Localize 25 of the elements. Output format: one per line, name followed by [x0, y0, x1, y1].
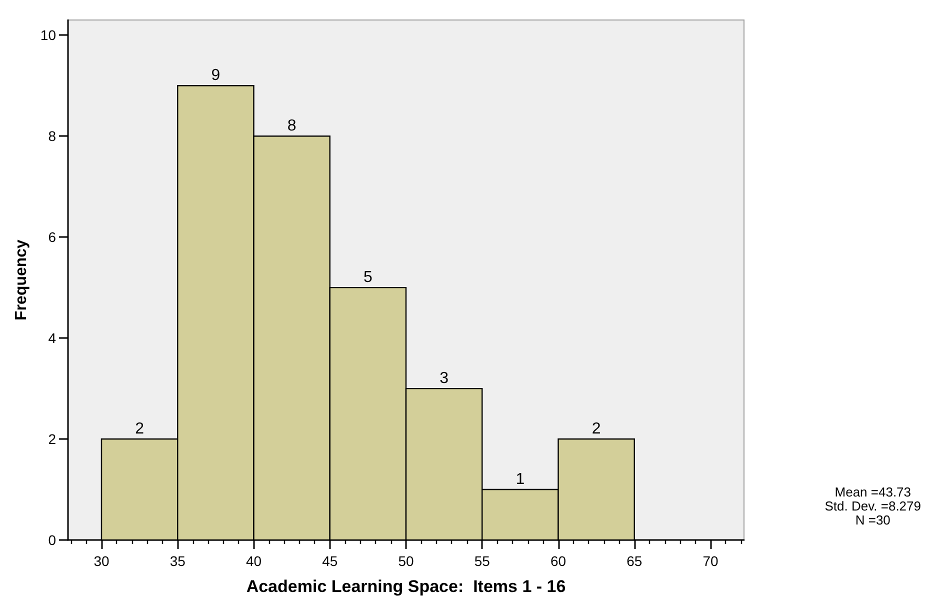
x-tick-label: 50 [398, 553, 414, 569]
data-label: 3 [440, 370, 449, 388]
data-label: 2 [592, 420, 601, 438]
x-tick-label: 70 [702, 553, 718, 569]
x-tick-label: 45 [322, 553, 338, 569]
x-tick-label: 35 [170, 553, 186, 569]
text: Mean =43.73 Std. Dev. =8.279 N =30 [824, 484, 922, 528]
data-label: 5 [363, 269, 372, 286]
y-tick-label: 2 [48, 431, 56, 448]
x-tick-label: 40 [246, 553, 262, 569]
x-tick-label: 55 [474, 553, 490, 569]
data-label: 9 [211, 67, 220, 84]
y-tick-label: 6 [48, 229, 56, 246]
data-label: 2 [135, 420, 144, 438]
x-tick-label: 65 [626, 553, 642, 569]
data-label: 8 [287, 118, 296, 135]
x-tick-label: 30 [94, 553, 110, 569]
y-tick-label: 10 [40, 27, 56, 44]
x-axis-title: Academic Learning Space: Items 1 - 16 [246, 577, 566, 596]
x-tick-label: 60 [550, 553, 566, 569]
y-tick-label: 8 [48, 128, 56, 144]
y-tick-label: 4 [48, 330, 56, 346]
data-label: 1 [516, 471, 525, 488]
y-axis-title: Frequency [13, 239, 30, 320]
y-tick-label: 0 [48, 532, 56, 548]
